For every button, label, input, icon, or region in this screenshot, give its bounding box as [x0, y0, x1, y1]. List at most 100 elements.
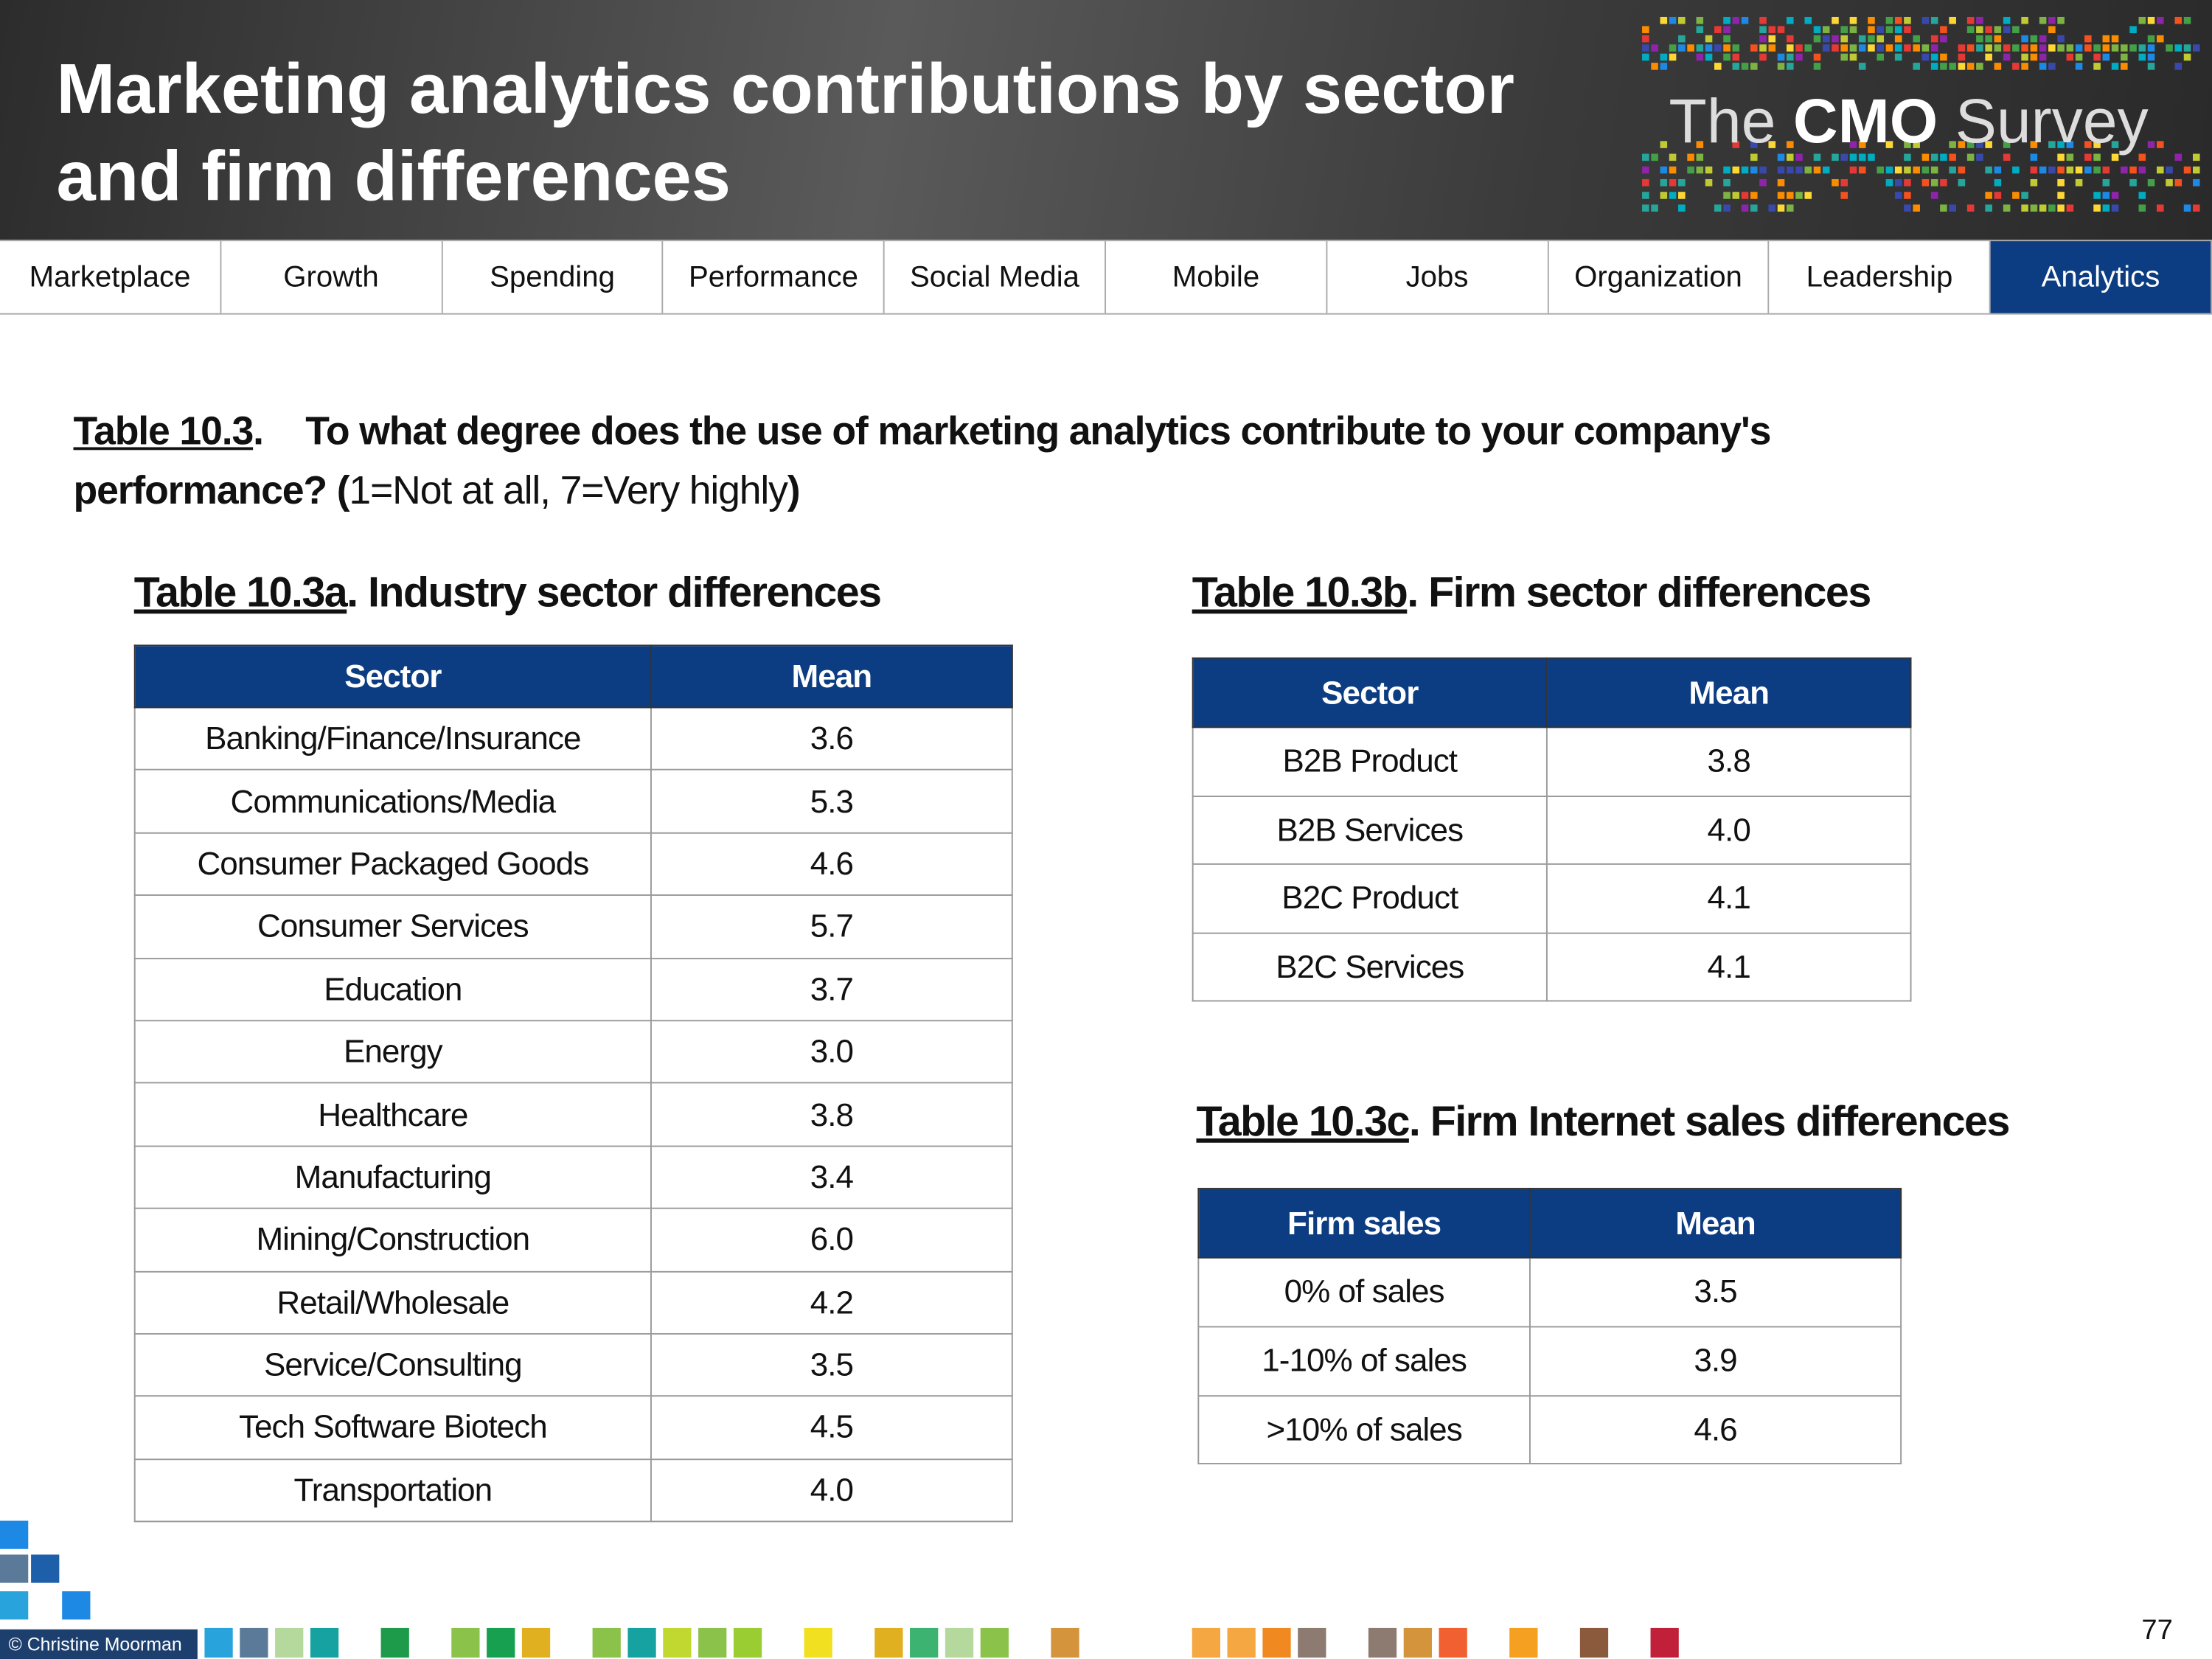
pixel: [1976, 63, 1983, 70]
pixel: [1921, 166, 1930, 174]
pixel: [2157, 16, 2164, 24]
table-cell: 4.6: [1528, 1394, 1902, 1465]
nav-tab[interactable]: Organization: [1548, 240, 1770, 313]
pixel: [2157, 166, 2164, 174]
nav-tab[interactable]: Performance: [663, 240, 885, 313]
pixel: [1669, 192, 1677, 199]
pixel: [1858, 35, 1866, 43]
pixel: [1750, 166, 1758, 174]
pixel: [1868, 44, 1875, 52]
nav-tab[interactable]: Leadership: [1769, 240, 1991, 313]
pixel: [2039, 166, 2047, 174]
pixel: [2066, 204, 2074, 212]
pixel: [1832, 178, 1839, 187]
pixel: [2003, 153, 2011, 161]
pixel: [1687, 166, 1694, 174]
pixel: [2030, 178, 2038, 187]
nav-tab[interactable]: Marketplace: [0, 240, 221, 313]
nav-tab[interactable]: Analytics: [1990, 240, 2212, 313]
table-heading-text: . Industry sector differences: [347, 569, 882, 617]
pixel: [1940, 204, 1947, 212]
pixel: [2147, 178, 2155, 187]
pixel: [2075, 63, 2083, 70]
pixel: [2084, 166, 2092, 174]
nav-tab[interactable]: Mobile: [1105, 240, 1327, 313]
pixel: [1904, 141, 1911, 148]
table-row: Service/Consulting 3.5: [133, 1332, 1013, 1397]
pixel: [2075, 53, 2083, 61]
pixel: [1885, 44, 1893, 52]
pixel: [275, 1627, 304, 1658]
pixel: [2075, 166, 2083, 174]
pixel: [1786, 192, 1794, 199]
pixel: [1949, 166, 1956, 174]
pixel: [1840, 178, 1848, 187]
pixel: [1930, 192, 1938, 199]
column-header: Sector: [133, 644, 652, 709]
pixel: [2166, 44, 2173, 52]
pixel: [2138, 204, 2146, 212]
pixel: [1732, 192, 1740, 199]
table-cell: B2C Services: [1192, 931, 1548, 1002]
pixel: [1777, 26, 1785, 33]
pixel: [1994, 192, 2002, 199]
pixel: [1669, 16, 1677, 24]
pixel: [2039, 16, 2047, 24]
pixel: [2166, 166, 2173, 174]
pixel: [2093, 153, 2101, 161]
pixel: [1795, 53, 1803, 61]
pixel: [1732, 63, 1740, 70]
pixel: [1985, 192, 1992, 199]
pixel: [2102, 53, 2110, 61]
nav-tab[interactable]: Jobs: [1326, 240, 1548, 313]
pixel: [2183, 166, 2191, 174]
pixel: [592, 1627, 621, 1658]
pixel: [1777, 153, 1785, 161]
table-heading: Table 10.3a. Industry sector differences: [134, 569, 882, 618]
pixel: [2093, 192, 2101, 199]
pixel: [2138, 53, 2146, 61]
pixel: [1885, 141, 1893, 148]
pixel: [804, 1627, 832, 1658]
table-cell: 4.1: [1545, 931, 1912, 1002]
pixel: [1985, 26, 1992, 33]
pixel: [2012, 63, 2020, 70]
pixel: [1768, 44, 1776, 52]
table-heading-text: . Firm sector differences: [1407, 569, 1871, 617]
pixel: [1732, 44, 1740, 52]
pixel: [2003, 44, 2011, 52]
nav-tab[interactable]: Spending: [442, 240, 664, 313]
pixel: [1741, 204, 1749, 212]
nav-tab[interactable]: Social Media: [884, 240, 1106, 313]
table-cell: Service/Consulting: [133, 1332, 652, 1397]
pixel: [1777, 192, 1785, 199]
pixel: [2048, 16, 2056, 24]
pixel: [1921, 53, 1930, 61]
question-text: To what degree does the use of marketing…: [73, 408, 1771, 512]
pixel: [1650, 1627, 1679, 1658]
pixel: [1822, 26, 1830, 33]
pixel: [2174, 44, 2183, 52]
pixel: [1741, 166, 1749, 174]
pixel: [1940, 26, 1947, 33]
pixel: [2057, 192, 2065, 199]
pixel: [2093, 44, 2101, 52]
table-cell: 3.5: [1528, 1256, 1902, 1327]
table-cell: Tech Software Biotech: [133, 1395, 652, 1460]
table-cell: 4.0: [650, 1458, 1013, 1523]
footer-decor: © Christine Moorman 77: [0, 1520, 2173, 1659]
pixel: [1849, 153, 1857, 161]
table-row: Healthcare 3.8: [133, 1082, 1013, 1147]
pixel: [2021, 204, 2028, 212]
pixel: [1660, 141, 1668, 148]
pixel: [1723, 204, 1731, 212]
pixel: [1976, 44, 1983, 52]
table-row: Consumer Packaged Goods 4.6: [133, 832, 1013, 897]
pixel: [1858, 44, 1866, 52]
pixel: [1642, 35, 1649, 43]
nav-tab[interactable]: Growth: [220, 240, 442, 313]
table-cell: 3.8: [1545, 726, 1912, 797]
pixel: [1714, 26, 1722, 33]
pixel: [2138, 166, 2146, 174]
pixel: [1696, 26, 1704, 33]
